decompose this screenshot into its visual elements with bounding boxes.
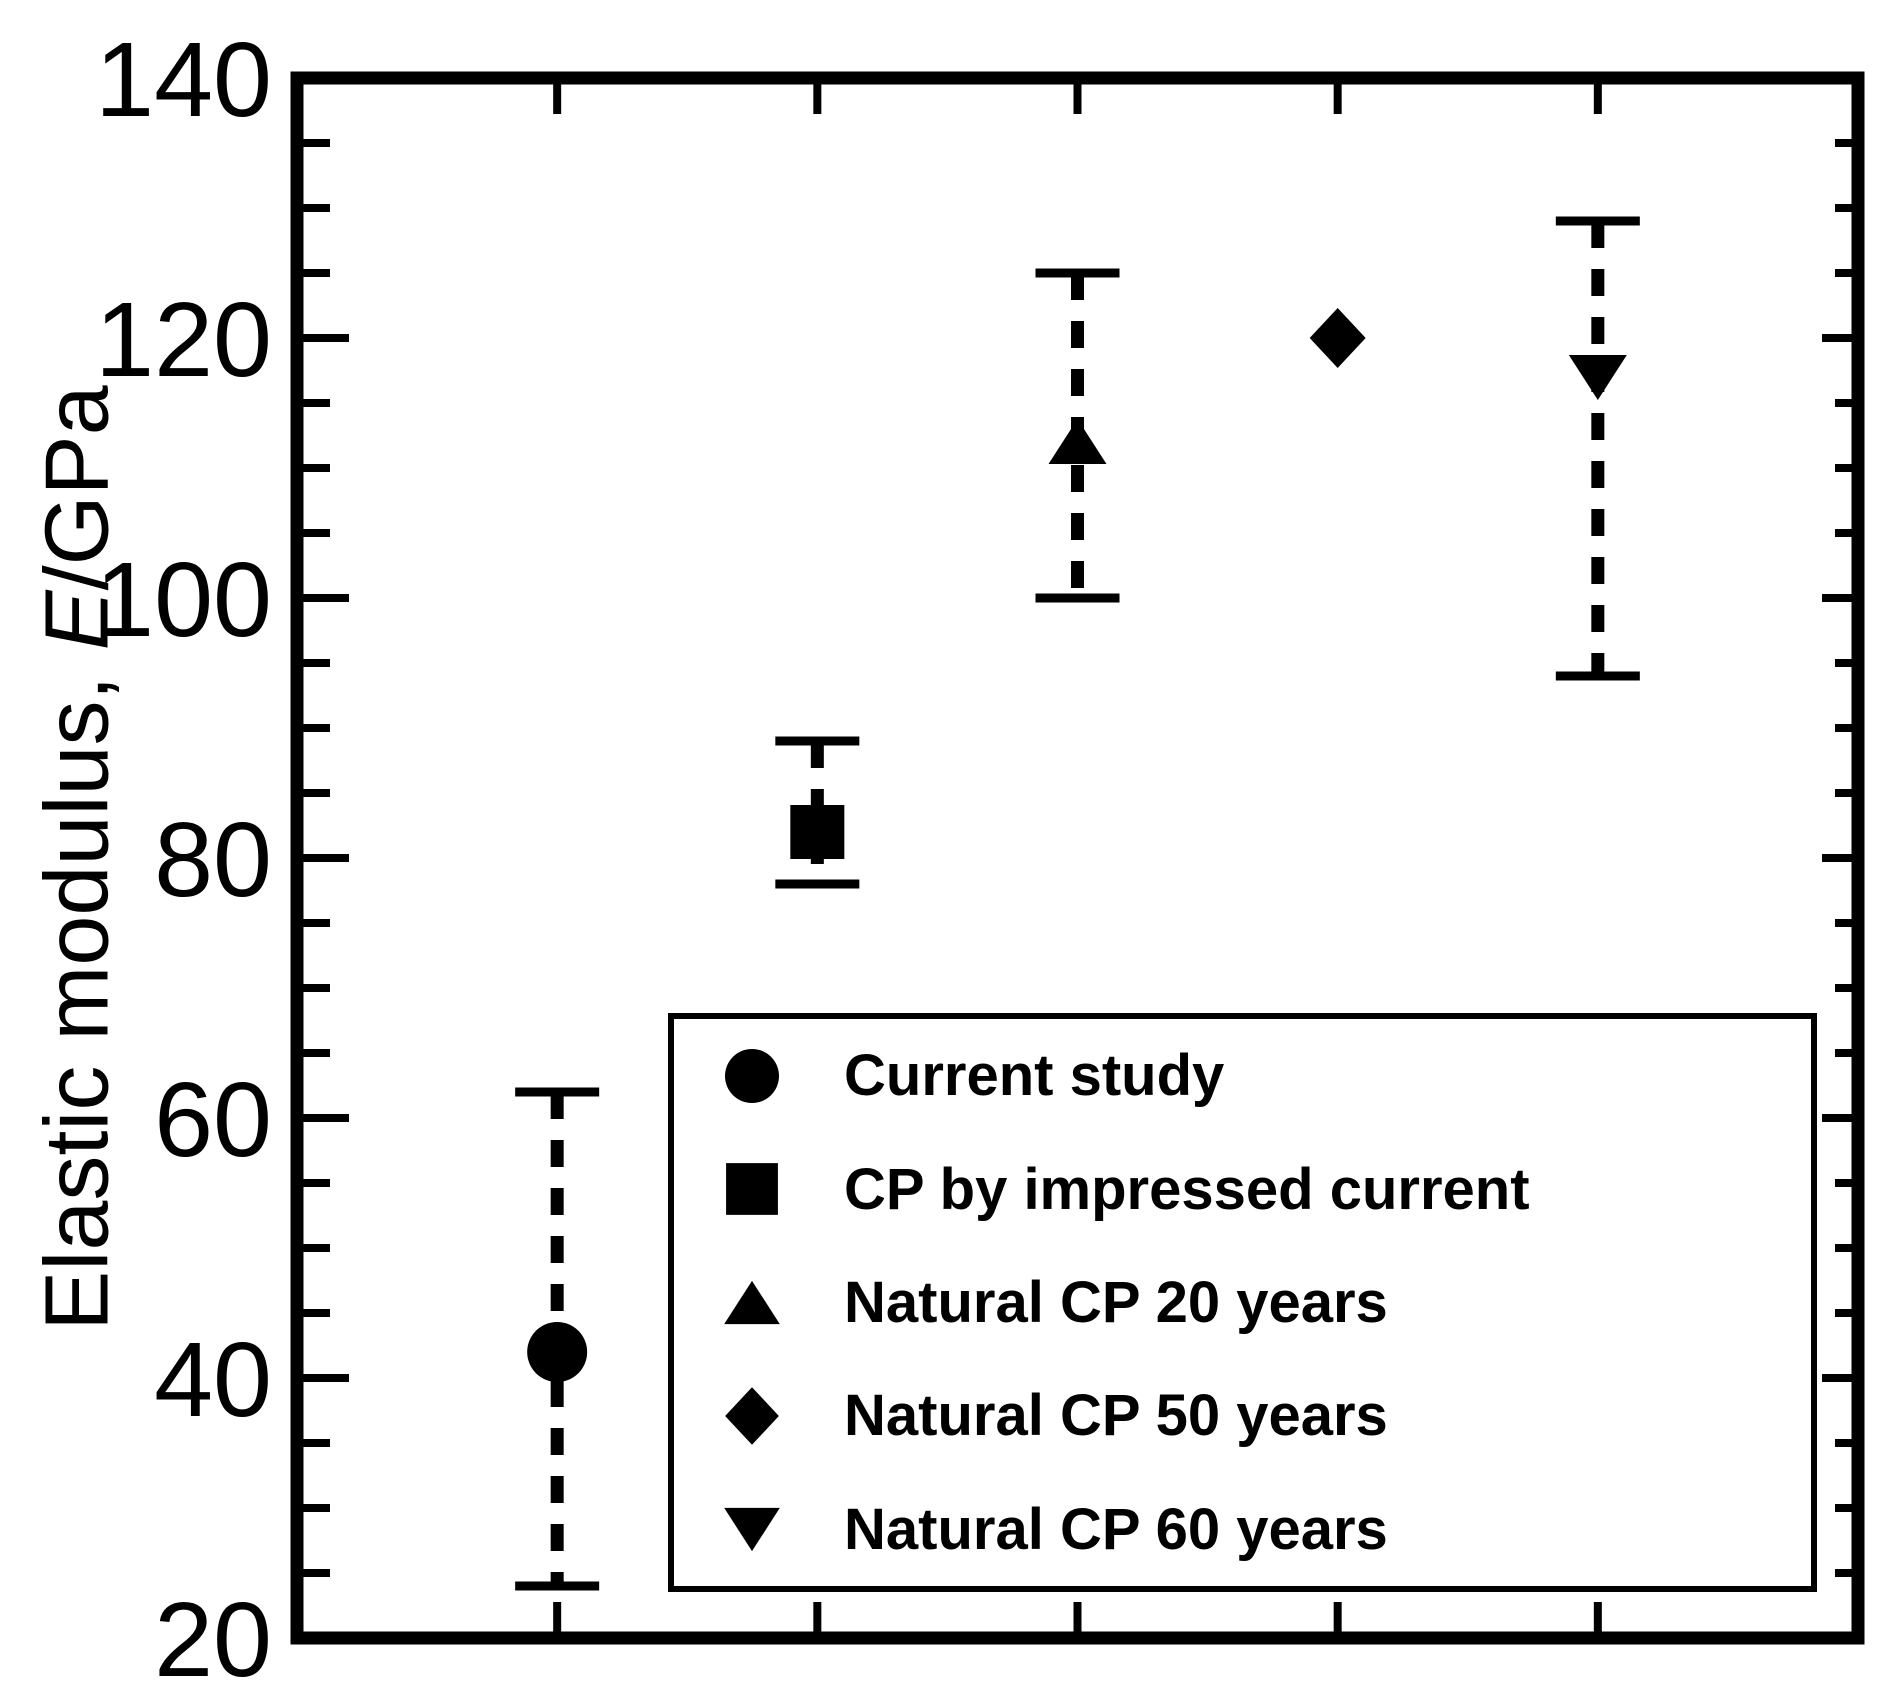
data-point-diamond: [1309, 308, 1366, 368]
y-tick-label: 80: [154, 801, 272, 919]
legend-item: Natural CP 50 years: [674, 1359, 1811, 1472]
legend-item-label: Current study: [844, 1043, 1225, 1109]
axis-frame: [290, 71, 1865, 1645]
y-tick-label: 40: [154, 1321, 272, 1439]
y-tick-label: 100: [95, 541, 272, 659]
triangle-down-icon-shape: [724, 1508, 780, 1552]
legend-item-label: Natural CP 20 years: [844, 1270, 1388, 1336]
data-point-triangle-up: [1035, 268, 1120, 603]
y-tick-labels: 20 40 60 80 100 120 140: [95, 21, 272, 1699]
y-axis-title-suffix: /GPa: [27, 385, 128, 591]
diamond-icon-shape: [725, 1387, 779, 1445]
data-layer: [515, 216, 1640, 1591]
marker-square: [790, 805, 845, 859]
legend-item: Current study: [674, 1019, 1811, 1132]
y-tick-label: 120: [95, 281, 272, 399]
legend: Current study CP by impressed current Natu…: [668, 1013, 1817, 1592]
data-point-circle: [515, 1087, 600, 1591]
triangle-down-icon: [724, 1508, 780, 1552]
diamond-icon: [725, 1387, 779, 1445]
legend-item-label: Natural CP 60 years: [844, 1496, 1388, 1562]
axes-layer: [290, 71, 1865, 1645]
y-axis-title-symbol: E: [27, 590, 128, 651]
data-point-square: [775, 736, 860, 889]
square-icon-shape: [726, 1163, 778, 1216]
legend-item: Natural CP 60 years: [674, 1473, 1811, 1586]
y-tick-label: 20: [154, 1581, 272, 1699]
legend-item-label: Natural CP 50 years: [844, 1383, 1388, 1449]
data-point-triangle-down: [1555, 216, 1640, 681]
circle-icon: [725, 1048, 779, 1103]
y-tick-label: 140: [95, 21, 272, 139]
marker-circle: [527, 1322, 588, 1382]
triangle-up-icon-shape: [724, 1280, 780, 1324]
legend-item-label: CP by impressed current: [844, 1156, 1530, 1222]
marker-diamond: [1309, 308, 1366, 368]
square-icon: [726, 1163, 778, 1216]
marker-triangle-down: [1568, 355, 1627, 400]
marker-triangle-up: [1048, 419, 1107, 464]
circle-icon-shape: [725, 1048, 779, 1103]
triangle-up-icon: [724, 1280, 780, 1324]
y-tick-label: 60: [154, 1061, 272, 1179]
y-axis-title: Elastic modulus, E/GPa: [27, 385, 130, 1330]
legend-item: Natural CP 20 years: [674, 1246, 1811, 1359]
legend-item: CP by impressed current: [674, 1132, 1811, 1245]
y-axis-title-prefix: Elastic modulus,: [27, 650, 128, 1331]
